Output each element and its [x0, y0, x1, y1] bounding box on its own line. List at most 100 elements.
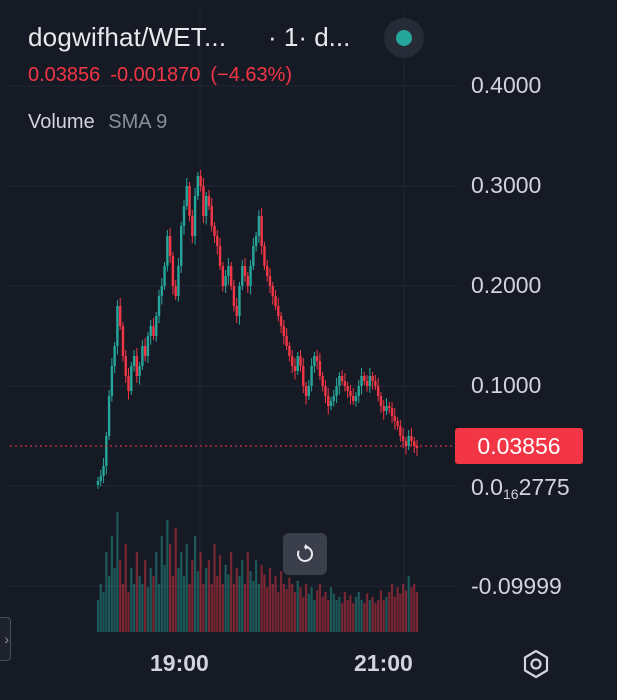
volume-bar [210, 584, 213, 632]
candle-body [404, 441, 408, 446]
y-tick-0-4: 0.4000 [471, 72, 542, 98]
volume-bar [357, 592, 360, 632]
volume-bar [279, 571, 283, 632]
volume-bar [410, 587, 413, 632]
candle-body [379, 396, 383, 406]
reset-zoom-button[interactable] [283, 533, 327, 575]
candle-body [99, 476, 102, 481]
volume-bar [374, 603, 377, 632]
volume-bar [107, 576, 111, 632]
volume-bar [174, 528, 177, 632]
candle-body [257, 216, 261, 236]
volume-bar [160, 536, 163, 632]
y-tick-0-1: 0.1000 [471, 372, 542, 398]
candle-body [399, 426, 402, 436]
candle-body [410, 436, 413, 441]
volume-bar [349, 595, 352, 632]
volume-bar [354, 596, 358, 632]
candle-body [382, 406, 385, 411]
volume-bar [316, 590, 319, 632]
volume-bar [327, 600, 330, 632]
candle-body [296, 356, 299, 371]
candle-body [288, 346, 291, 356]
volume-bar [224, 564, 227, 632]
candle-body [388, 406, 391, 408]
volume-bar [199, 552, 202, 632]
pair-title[interactable]: dogwifhat/WET... [28, 22, 227, 52]
volume-legend[interactable]: Volume SMA 9 [28, 111, 167, 134]
candle-body [102, 466, 105, 476]
candle-body [413, 441, 416, 446]
candle-body [249, 266, 252, 286]
volume-bar [163, 564, 166, 632]
volume-bar [193, 536, 197, 632]
volume-bar [246, 552, 249, 632]
candle-body [152, 326, 155, 336]
volume-bar [263, 574, 266, 632]
candle-body [141, 346, 144, 366]
volume-bar [390, 584, 394, 632]
volume-bar [132, 584, 136, 632]
candle-body [335, 386, 338, 396]
candle-body [235, 306, 238, 316]
candle-body [155, 316, 158, 336]
candle-body [332, 396, 335, 401]
volume-bar [180, 552, 183, 632]
status-dot-icon [396, 30, 412, 46]
candle-body [302, 366, 305, 386]
candle-body [374, 381, 377, 386]
volume-bar [177, 568, 180, 632]
y-tick-0-suffix: 2775 [518, 474, 570, 500]
candle-body [390, 408, 394, 416]
y-tick-0-3: 0.3000 [471, 172, 542, 198]
volume-bar [335, 600, 338, 632]
volume-bar [385, 596, 388, 632]
volume-bar [293, 592, 297, 632]
candle-body [127, 376, 130, 391]
candle-body [243, 266, 247, 276]
candle-body [260, 216, 263, 246]
volume-bar [169, 544, 172, 632]
grid-lines [10, 10, 455, 632]
y-tick-0-2: 0.2000 [471, 272, 542, 298]
y-tick-0-prefix: 0.0 [471, 474, 503, 500]
x-tick-19: 19:00 [150, 650, 209, 676]
candle-body [329, 401, 333, 406]
candle-body [168, 236, 172, 256]
candle-body [232, 286, 236, 306]
candle-body [318, 361, 322, 376]
candle-body [368, 376, 372, 386]
settings-button[interactable] [520, 648, 552, 680]
candle-body [135, 356, 139, 376]
candle-body [376, 386, 380, 396]
volume-bar [393, 596, 396, 632]
candle-body [313, 356, 316, 366]
status-indicator[interactable] [384, 18, 424, 58]
candle-body [207, 196, 211, 206]
volume-bar [127, 592, 130, 632]
volume-bar [144, 560, 147, 632]
volume-bar [188, 584, 191, 632]
candle-body [149, 326, 152, 336]
volume-bar [218, 555, 222, 632]
volume-bar [268, 568, 272, 632]
candle-body [365, 381, 369, 386]
volume-bar [121, 584, 125, 632]
volume-bar [363, 603, 366, 632]
interval-label[interactable]: · 1· d... [268, 22, 351, 52]
volume-bar [341, 603, 344, 632]
candle-body [324, 386, 327, 396]
candle-body [157, 296, 161, 316]
candle-body [124, 356, 127, 376]
candle-body [393, 416, 397, 421]
side-panel-toggle[interactable]: › [0, 617, 11, 661]
candle-body [254, 236, 258, 246]
volume-bar [96, 600, 100, 632]
volume-bar [207, 560, 211, 632]
volume-bar [313, 600, 316, 632]
candle-body [310, 366, 313, 386]
volume-bar [365, 593, 369, 632]
volume-bar [243, 584, 247, 632]
y-tick-0-sub: 16 [502, 486, 519, 502]
